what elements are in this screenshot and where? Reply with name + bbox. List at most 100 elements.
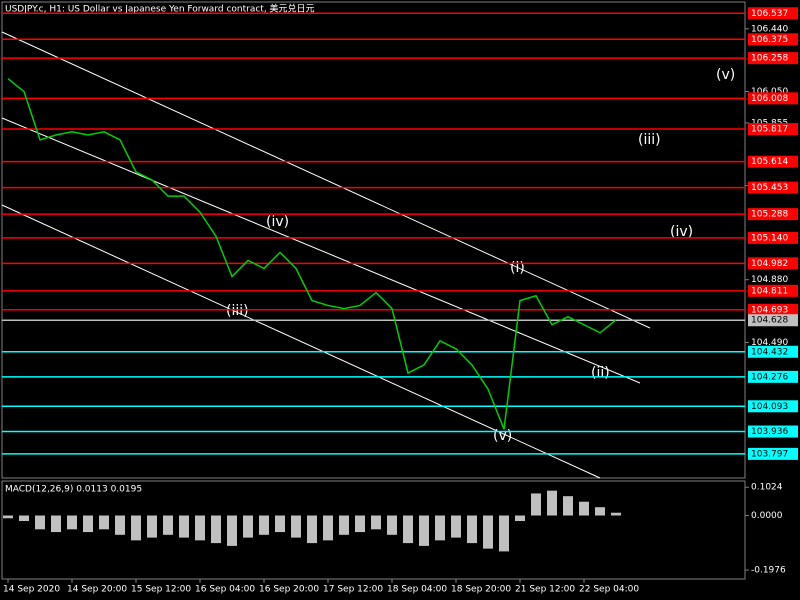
y-tick-label: -0.1976 bbox=[751, 566, 786, 576]
macd-bar bbox=[291, 515, 301, 538]
wave-label: (i) bbox=[510, 260, 525, 276]
macd-bar bbox=[99, 515, 109, 530]
level-box bbox=[748, 284, 798, 297]
level-label: 103.797 bbox=[751, 449, 788, 459]
macd-bar bbox=[307, 515, 317, 544]
macd-bar bbox=[579, 501, 589, 516]
level-label: 105.614 bbox=[751, 157, 788, 167]
x-tick-label: 21 Sep 12:00 bbox=[515, 585, 575, 595]
level-label: 104.432 bbox=[751, 347, 788, 357]
level-box bbox=[748, 155, 798, 168]
wave-label: (v) bbox=[716, 67, 735, 83]
level-label: 105.140 bbox=[751, 233, 788, 243]
y-tick-label: 0.1024 bbox=[751, 483, 783, 493]
level-box bbox=[748, 181, 798, 194]
macd-bar bbox=[499, 515, 509, 552]
macd-bar bbox=[483, 515, 493, 549]
level-label: 104.982 bbox=[751, 259, 788, 269]
macd-bar bbox=[403, 515, 413, 544]
macd-bar bbox=[51, 515, 61, 533]
macd-bar bbox=[35, 515, 45, 530]
level-box bbox=[748, 345, 798, 358]
level-box bbox=[748, 231, 798, 244]
macd-bar bbox=[595, 507, 605, 516]
macd-bar bbox=[531, 493, 541, 516]
y-tick-label: 106.050 bbox=[751, 87, 788, 97]
x-tick-label: 14 Sep 20:00 bbox=[67, 585, 127, 595]
channel-line bbox=[1, 204, 601, 479]
level-label: 103.936 bbox=[751, 427, 788, 437]
macd-bar bbox=[115, 515, 125, 535]
level-box bbox=[748, 447, 798, 460]
x-tick-label: 15 Sep 12:00 bbox=[131, 585, 191, 595]
price-frame bbox=[1, 1, 746, 479]
macd-bar bbox=[435, 515, 445, 541]
level-label: 104.093 bbox=[751, 402, 788, 412]
chart-title: USDJPY.c, H1: US Dollar vs Japanese Yen … bbox=[5, 3, 315, 15]
x-tick-label: 14 Sep 2020 bbox=[3, 585, 60, 595]
x-tick-label: 18 Sep 04:00 bbox=[387, 585, 447, 595]
channel-line bbox=[1, 117, 641, 384]
level-box bbox=[748, 257, 798, 270]
macd-bar bbox=[195, 515, 205, 541]
macd-bar bbox=[547, 490, 557, 516]
macd-bar bbox=[259, 515, 269, 535]
x-tick-label: 17 Sep 12:00 bbox=[323, 585, 383, 595]
level-label: 104.693 bbox=[751, 305, 788, 315]
macd-bar bbox=[611, 512, 621, 516]
level-box bbox=[748, 303, 798, 316]
y-tick-label: 104.880 bbox=[751, 275, 788, 285]
level-label: 106.008 bbox=[751, 94, 788, 104]
level-box bbox=[748, 400, 798, 413]
macd-bar bbox=[211, 515, 221, 544]
level-label: 106.375 bbox=[751, 35, 788, 45]
level-box bbox=[748, 370, 798, 383]
level-box bbox=[748, 208, 798, 221]
channel-line bbox=[1, 31, 651, 329]
level-box bbox=[748, 123, 798, 136]
y-tick-label: 106.440 bbox=[751, 24, 788, 34]
wave-label: (iii) bbox=[638, 132, 661, 148]
macd-bar bbox=[387, 515, 397, 535]
x-tick-label: 18 Sep 20:00 bbox=[451, 585, 511, 595]
x-tick-label: 16 Sep 20:00 bbox=[259, 585, 319, 595]
macd-bar bbox=[67, 515, 77, 530]
macd-bar bbox=[3, 515, 13, 519]
macd-bar bbox=[19, 515, 29, 522]
macd-bar bbox=[243, 515, 253, 538]
macd-bar bbox=[163, 515, 173, 535]
macd-bar bbox=[179, 515, 189, 538]
level-label: 104.276 bbox=[751, 372, 788, 382]
y-tick-label: 0.0000 bbox=[751, 511, 783, 521]
macd-bar bbox=[147, 515, 157, 538]
macd-bar bbox=[467, 515, 477, 544]
macd-bar bbox=[563, 496, 573, 516]
level-box bbox=[748, 33, 798, 46]
macd-bar bbox=[275, 515, 285, 533]
macd-bar bbox=[451, 515, 461, 538]
level-label: 105.817 bbox=[751, 125, 788, 135]
macd-title: MACD(12,26,9) 0.0113 0.0195 bbox=[5, 485, 142, 495]
macd-bar bbox=[323, 515, 333, 541]
x-tick-label: 22 Sep 04:00 bbox=[579, 585, 639, 595]
level-box bbox=[748, 314, 798, 327]
level-box bbox=[748, 425, 798, 438]
macd-bar bbox=[419, 515, 429, 546]
level-label: 106.258 bbox=[751, 54, 788, 64]
wave-label: (iv) bbox=[670, 224, 693, 240]
price-line bbox=[7, 78, 617, 430]
level-label: 104.628 bbox=[751, 316, 788, 326]
macd-bar bbox=[355, 515, 365, 533]
wave-label: (iv) bbox=[266, 214, 289, 230]
level-box bbox=[748, 92, 798, 105]
macd-bar bbox=[371, 515, 381, 530]
macd-bar bbox=[131, 515, 141, 541]
macd-bar bbox=[83, 515, 93, 533]
macd-bar bbox=[227, 515, 237, 546]
wave-label: (v) bbox=[493, 428, 512, 444]
level-box bbox=[748, 7, 798, 20]
macd-bar bbox=[515, 515, 525, 522]
wave-label: (iii) bbox=[226, 303, 249, 319]
